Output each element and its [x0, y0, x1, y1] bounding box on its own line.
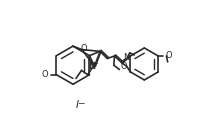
Text: O: O	[81, 44, 87, 54]
Text: O: O	[42, 70, 48, 79]
Text: O: O	[166, 51, 172, 61]
Text: +: +	[92, 61, 98, 67]
Text: N: N	[123, 53, 129, 62]
Text: I: I	[76, 100, 79, 110]
Text: N: N	[89, 62, 96, 71]
Text: O: O	[121, 62, 127, 71]
Text: −: −	[77, 98, 84, 107]
